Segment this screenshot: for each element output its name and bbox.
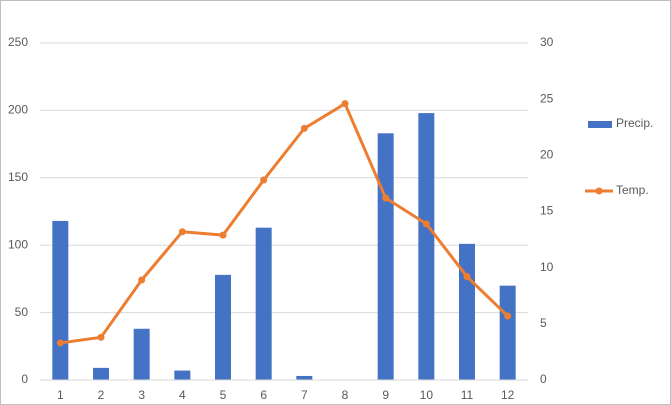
legend-swatch <box>588 121 612 128</box>
point <box>382 194 390 202</box>
y-tick-label: 0 <box>21 372 28 386</box>
legend-label: Temp. <box>616 183 649 197</box>
x-tick-label: 1 <box>57 388 64 402</box>
y2-tick-label: 15 <box>540 204 554 218</box>
point <box>138 276 146 284</box>
point <box>341 100 349 108</box>
bar <box>418 113 435 380</box>
point <box>260 176 268 184</box>
x-tick-label: 10 <box>420 388 434 402</box>
y2-tick-label: 20 <box>540 148 554 162</box>
x-tick-label: 9 <box>382 388 389 402</box>
x-tick-label: 3 <box>138 388 145 402</box>
point <box>97 333 105 341</box>
bar <box>459 243 475 380</box>
bar <box>296 375 313 380</box>
y-tick-label: 100 <box>8 237 28 251</box>
line <box>60 102 509 345</box>
y-tick-label: 200 <box>8 103 28 117</box>
y2-tick-label: 25 <box>540 91 554 105</box>
bar <box>52 220 69 380</box>
legend-swatch <box>595 187 603 195</box>
x-tick-label: 12 <box>501 388 515 402</box>
y-tick-label: 250 <box>8 35 28 49</box>
bar <box>93 367 109 380</box>
bar <box>255 227 272 380</box>
bar <box>215 274 231 380</box>
point <box>300 124 308 132</box>
y2-tick-label: 30 <box>540 35 554 49</box>
legend-label: Precip. <box>616 116 653 130</box>
y2-tick-label: 5 <box>540 316 547 330</box>
x-tick-label: 8 <box>342 388 349 402</box>
point <box>463 273 471 281</box>
y-tick-label: 50 <box>15 305 29 319</box>
x-tick-label: 2 <box>98 388 105 402</box>
point <box>178 228 186 236</box>
y2-tick-label: 10 <box>540 260 554 274</box>
x-tick-label: 11 <box>461 388 474 402</box>
x-tick-label: 5 <box>220 388 227 402</box>
bar <box>174 370 191 380</box>
bar <box>377 133 394 380</box>
point <box>219 231 227 239</box>
y-tick-label: 150 <box>8 170 28 184</box>
x-tick-label: 6 <box>260 388 267 402</box>
x-tick-label: 7 <box>301 388 308 402</box>
point <box>422 220 430 228</box>
y2-tick-label: 0 <box>540 372 547 386</box>
point <box>504 312 512 320</box>
point <box>56 339 64 347</box>
bar <box>499 285 516 380</box>
bar <box>133 328 150 380</box>
x-tick-label: 4 <box>179 388 186 402</box>
